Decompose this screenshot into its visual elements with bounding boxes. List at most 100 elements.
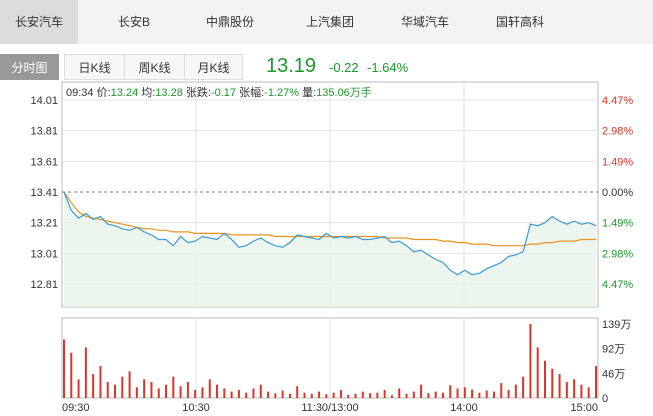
y-right-tick-label: 2.98%	[602, 248, 633, 260]
volume-bar	[369, 393, 372, 398]
period-tab-0[interactable]: 分时图	[0, 54, 59, 80]
volume-bar	[281, 390, 284, 398]
volume-bar	[354, 393, 357, 398]
volume-bar	[135, 387, 138, 398]
stock-tab-4[interactable]: 华域汽车	[400, 15, 449, 29]
volume-bar	[405, 393, 408, 398]
volume-bar	[165, 384, 168, 398]
volume-bar	[587, 387, 590, 398]
y-right-tick-label: 1.49%	[602, 156, 633, 168]
hover-info-bar: 09:34 价:13.24 均:13.28 张跌:-0.17 张幅:-1.27%…	[66, 84, 372, 100]
y-right-tick-label: 4.47%	[602, 95, 633, 107]
x-tick-label: 10:30	[182, 402, 210, 414]
info-vol-label: 量:	[302, 87, 317, 99]
volume-bar	[274, 393, 277, 398]
volume-bar	[223, 388, 226, 398]
y-right-tick-label: 4.47%	[602, 279, 633, 291]
volume-bar	[252, 388, 255, 398]
volume-bar	[92, 374, 95, 398]
volume-bar	[339, 390, 342, 398]
info-price: 13.24	[110, 87, 139, 99]
volume-bar	[492, 391, 495, 398]
y-right-tick-label: 1.49%	[602, 218, 633, 230]
y-left-tick-label: 12.81	[30, 279, 58, 291]
volume-bar	[332, 392, 335, 398]
volume-bar	[318, 391, 321, 398]
volume-panel-border	[61, 317, 599, 399]
info-price-label: 价:	[96, 87, 111, 99]
volume-bar	[143, 379, 146, 398]
avg-price-line	[63, 191, 596, 247]
volume-bar	[172, 376, 175, 398]
volume-bar	[551, 368, 554, 398]
volume-bar	[471, 389, 474, 398]
volume-bar	[208, 379, 211, 398]
volume-bar	[383, 390, 386, 398]
info-vol: 135.06万手	[316, 87, 372, 99]
info-pct: -1.27%	[264, 87, 300, 99]
volume-bar	[361, 391, 364, 398]
volume-bar	[558, 374, 561, 398]
info-pct-label: 张幅:	[239, 87, 265, 99]
volume-bar	[106, 382, 109, 398]
volume-tick-label: 0	[602, 393, 608, 405]
x-tick-label: 14:00	[450, 402, 478, 414]
period-tab-1[interactable]: 日K线	[64, 54, 125, 80]
volume-bar	[390, 395, 393, 398]
volume-bar	[507, 390, 510, 398]
y-right-tick-label: 0.00%	[602, 187, 633, 199]
y-right-tick-label: 2.98%	[602, 126, 633, 138]
y-left-tick-label: 13.41	[30, 187, 58, 199]
stock-tab-3[interactable]: 上汽集团	[305, 15, 354, 29]
volume-bar	[325, 394, 328, 398]
y-left-tick-label: 13.01	[30, 248, 58, 260]
volume-bar	[310, 393, 313, 398]
x-tick-label: 09:30	[62, 402, 90, 414]
stock-tab-5[interactable]: 国轩高科	[495, 15, 544, 29]
price-change-percent: -1.64%	[367, 60, 409, 75]
volume-bar	[573, 379, 576, 398]
volume-bar	[230, 391, 233, 398]
volume-bar	[514, 384, 517, 398]
info-change-label: 张跌:	[185, 87, 211, 99]
volume-bar	[595, 366, 597, 398]
volume-bar	[441, 392, 444, 398]
price-change: -0.22	[329, 60, 359, 75]
volume-bar	[427, 393, 430, 398]
volume-bar	[376, 392, 379, 398]
volume-bar	[63, 339, 65, 398]
volume-bar	[296, 386, 299, 398]
info-avg: 13.28	[155, 87, 183, 99]
volume-bar	[121, 376, 124, 398]
volume-bar	[84, 347, 87, 398]
volume-bar	[303, 392, 306, 398]
stock-tab-1[interactable]: 长安B	[117, 15, 150, 29]
info-avg-label: 均:	[141, 87, 156, 99]
volume-tick-label: 139万	[602, 319, 631, 331]
volume-bar	[485, 390, 488, 398]
info-change: -0.17	[210, 87, 237, 99]
stock-tab-0[interactable]: 长安汽车	[0, 0, 78, 44]
volume-bar	[463, 387, 466, 398]
y-left-tick-label: 14.01	[30, 95, 58, 107]
volume-bar	[288, 393, 291, 398]
volume-bar	[267, 391, 270, 398]
volume-bar	[237, 390, 240, 398]
volume-bar	[500, 383, 503, 398]
volume-bar	[420, 384, 423, 398]
period-tab-2[interactable]: 周K线	[124, 54, 185, 80]
volume-bar	[412, 391, 415, 398]
stock-tab-2[interactable]: 中鼎股份	[205, 15, 254, 29]
volume-bar	[347, 394, 350, 398]
volume-bar	[157, 388, 160, 398]
volume-bar	[478, 392, 481, 398]
volume-bar	[114, 384, 117, 398]
x-tick-label: 15:00	[570, 402, 598, 414]
volume-bar	[150, 382, 153, 398]
volume-bar	[128, 371, 131, 398]
stock-tabs: 长安汽车 长安B 中鼎股份 上汽集团 华域汽车 国轩高科	[0, 0, 653, 44]
volume-bar	[99, 366, 102, 398]
period-tab-3[interactable]: 月K线	[184, 54, 243, 80]
volume-bar	[70, 352, 73, 398]
price-panel-border	[61, 81, 599, 308]
